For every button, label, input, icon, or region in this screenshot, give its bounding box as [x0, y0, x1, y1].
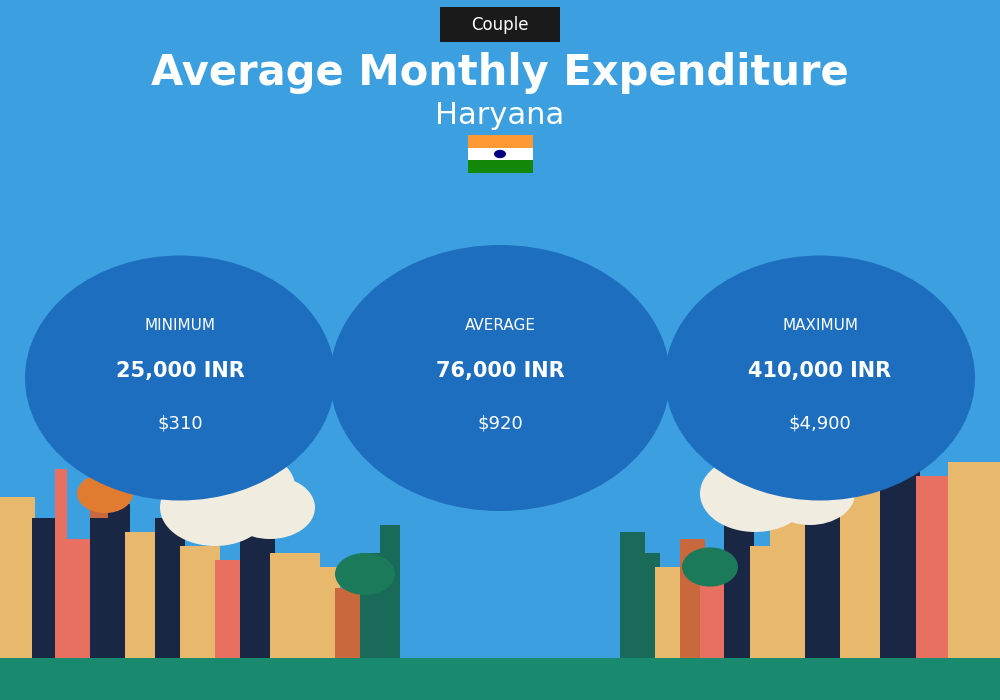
Bar — [270, 553, 320, 658]
Bar — [55, 539, 95, 658]
Bar — [335, 588, 365, 658]
Bar — [360, 553, 385, 658]
Bar — [750, 546, 775, 658]
Bar — [215, 560, 243, 658]
Bar — [125, 532, 160, 658]
Bar — [840, 483, 885, 658]
Bar — [620, 532, 645, 658]
Text: MINIMUM: MINIMUM — [144, 318, 216, 333]
Circle shape — [77, 474, 133, 513]
Circle shape — [853, 436, 897, 467]
Circle shape — [827, 449, 883, 489]
Bar — [770, 504, 810, 658]
Bar — [315, 567, 340, 658]
Text: 410,000 INR: 410,000 INR — [748, 361, 892, 381]
Bar — [240, 532, 275, 658]
Text: 76,000 INR: 76,000 INR — [436, 361, 564, 381]
Bar — [805, 420, 823, 476]
Text: 25,000 INR: 25,000 INR — [116, 361, 244, 381]
Bar — [655, 567, 685, 658]
Bar — [32, 518, 60, 658]
Text: Couple: Couple — [471, 15, 529, 34]
Bar — [700, 560, 728, 658]
Circle shape — [103, 461, 147, 491]
Circle shape — [765, 462, 855, 525]
Circle shape — [682, 547, 738, 587]
Ellipse shape — [665, 256, 975, 500]
Bar — [468, 134, 532, 148]
Bar — [916, 476, 951, 658]
Circle shape — [195, 452, 295, 522]
Bar — [180, 546, 220, 658]
Bar — [90, 448, 108, 518]
Bar — [380, 525, 400, 658]
Circle shape — [735, 438, 835, 508]
Circle shape — [335, 553, 395, 595]
Ellipse shape — [25, 256, 335, 500]
Text: MAXIMUM: MAXIMUM — [782, 318, 858, 333]
Bar — [468, 148, 532, 160]
Bar — [0, 658, 1000, 700]
Text: AVERAGE: AVERAGE — [464, 318, 536, 333]
Bar — [468, 160, 532, 174]
Text: $310: $310 — [157, 414, 203, 433]
Text: $4,900: $4,900 — [789, 414, 851, 433]
Bar — [0, 497, 35, 658]
Bar — [724, 525, 754, 658]
Circle shape — [160, 469, 270, 546]
Bar — [640, 553, 660, 658]
Bar — [155, 518, 185, 658]
Circle shape — [494, 150, 506, 158]
Text: $920: $920 — [477, 414, 523, 433]
Bar — [948, 462, 1000, 658]
Ellipse shape — [330, 245, 670, 511]
Bar — [680, 539, 705, 658]
Circle shape — [225, 476, 315, 539]
Bar — [55, 469, 67, 553]
Bar — [805, 462, 845, 658]
Text: Haryana: Haryana — [435, 101, 565, 130]
FancyBboxPatch shape — [440, 7, 560, 42]
Bar — [880, 448, 920, 658]
Bar — [90, 504, 130, 658]
Circle shape — [700, 455, 810, 532]
Text: Average Monthly Expenditure: Average Monthly Expenditure — [151, 52, 849, 94]
